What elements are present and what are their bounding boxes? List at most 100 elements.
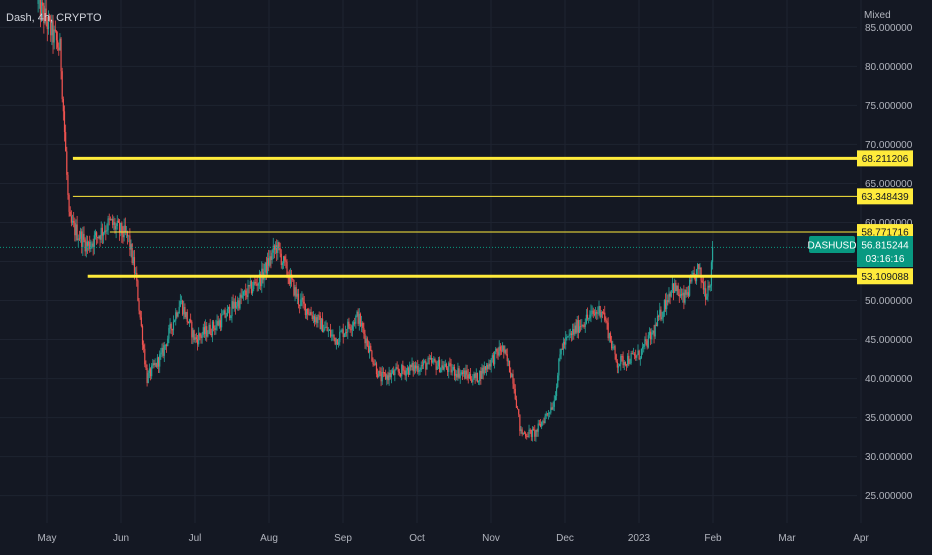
candle-body [391, 370, 394, 374]
horizontal-levels[interactable] [72, 156, 857, 278]
candle-body [677, 285, 679, 295]
candle-body [126, 231, 129, 237]
candle-body [53, 29, 55, 43]
candle-body [108, 218, 110, 220]
y-tick-label: 50.000000 [865, 296, 913, 307]
candle-body [356, 311, 358, 316]
candle-body [592, 310, 594, 314]
candle-body [63, 111, 66, 133]
candle-body [172, 321, 175, 331]
x-tick-label: Jun [113, 533, 129, 544]
candle-body [213, 321, 215, 329]
candle-body [226, 308, 228, 317]
candle-body [61, 71, 63, 100]
candle-body [177, 313, 179, 317]
scale-mode[interactable]: Mixed [864, 10, 891, 21]
candle-body [513, 383, 515, 389]
candle-body [496, 348, 498, 353]
candle-body [494, 351, 496, 365]
candle-body [499, 346, 501, 351]
candle-body [85, 241, 87, 252]
candle-body [333, 334, 335, 338]
candle-body [240, 294, 242, 298]
candle-body [568, 334, 570, 337]
symbol-info[interactable]: Dash, 4h, CRYPTO [6, 12, 102, 24]
candle-body [52, 20, 54, 43]
candle-body [668, 293, 670, 302]
candle-body [538, 423, 540, 425]
candle-body [450, 363, 452, 373]
candle-body [427, 358, 429, 365]
candle-body [171, 328, 173, 331]
candle-body [45, 8, 47, 22]
candle-body [536, 430, 538, 432]
candle-body [219, 320, 222, 328]
candle-body [109, 218, 111, 220]
candle-body [281, 263, 284, 265]
candle-body [425, 361, 427, 370]
candle-body [358, 313, 360, 324]
candle-body [342, 329, 344, 338]
candle-body [520, 429, 522, 432]
candle-body [153, 363, 155, 366]
candle-body [352, 322, 355, 326]
candle-body [561, 348, 563, 350]
candle-body [315, 317, 317, 323]
candle-body [44, 8, 46, 24]
candle-body [675, 282, 677, 291]
candle-body [636, 354, 638, 358]
candle-body [192, 330, 194, 338]
candle-body [217, 321, 219, 326]
candle-body [559, 354, 561, 359]
candle-body [639, 357, 641, 360]
candle-body [94, 232, 97, 236]
candle-body [206, 326, 208, 337]
candle-body [549, 412, 551, 414]
candle-body [506, 354, 508, 362]
candle-body [105, 230, 107, 232]
candle-body [566, 336, 568, 338]
candle-body [706, 296, 708, 300]
candle-body [118, 222, 121, 233]
candle-body [237, 300, 239, 307]
candle-body [123, 225, 125, 238]
x-tick-label: May [38, 533, 57, 544]
candle-body [57, 40, 59, 48]
candle-body [503, 345, 505, 353]
candle-body [637, 350, 639, 355]
candle-body [461, 372, 464, 375]
candle-body [472, 379, 474, 383]
candle-body [474, 373, 476, 378]
candle-body [198, 333, 200, 345]
candle-body [512, 374, 514, 384]
candle-body [399, 373, 402, 377]
candle-body [598, 305, 600, 314]
candle-body [441, 365, 443, 368]
candle-body [382, 371, 384, 373]
candle-body [255, 282, 257, 284]
candle-body [617, 366, 620, 368]
candle-body [492, 355, 495, 365]
candle-body [480, 370, 482, 379]
candle-body [578, 326, 581, 333]
candle-body [689, 279, 691, 296]
candle-body [483, 366, 485, 374]
candle-body [601, 312, 604, 313]
x-tick-label: Nov [482, 533, 500, 544]
candle-body [419, 369, 421, 371]
candle-body [96, 232, 98, 237]
candle-body [266, 258, 269, 274]
time-axis[interactable]: May Jun Jul Aug Sep Oct Nov Dec 2023 Feb Mar Apr [38, 533, 870, 544]
candle-body [140, 317, 142, 327]
candle-body [573, 329, 575, 335]
candle-body [646, 341, 648, 348]
candle-body [48, 15, 51, 20]
candle-body [107, 218, 109, 231]
candle-body [693, 272, 695, 275]
candle-body [442, 365, 444, 370]
candle-body [678, 294, 680, 297]
candle-body [661, 317, 663, 320]
candle-body [59, 38, 61, 51]
